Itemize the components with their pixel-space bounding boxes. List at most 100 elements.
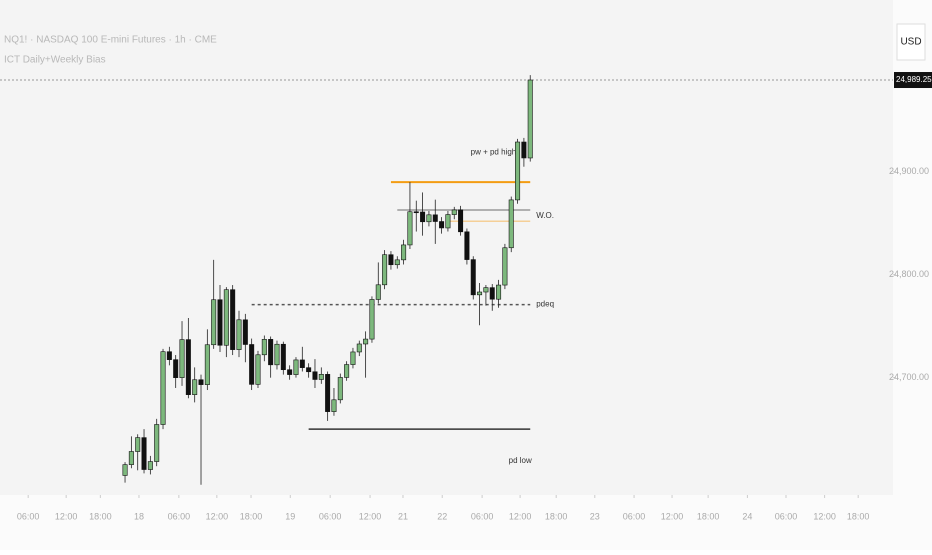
candle-body xyxy=(223,289,229,346)
candle-body xyxy=(356,343,362,353)
y-tick-label: 24,700.00 xyxy=(889,372,929,382)
candle-body xyxy=(401,244,407,261)
price-tag xyxy=(894,72,932,89)
currency[interactable]: USD xyxy=(900,37,921,48)
plot-area xyxy=(0,0,893,495)
candle-body xyxy=(198,379,204,385)
y-tick-label: 24,900.00 xyxy=(889,166,929,176)
x-tick-label: 12:00 xyxy=(509,511,532,521)
candle-body xyxy=(325,374,331,412)
x-tick-label: 06:00 xyxy=(623,511,646,521)
candle-body xyxy=(135,437,141,452)
candle-body xyxy=(154,424,160,462)
x-tick-label: 21 xyxy=(398,511,408,521)
x-tick-label: 18:00 xyxy=(545,511,568,521)
candle-body xyxy=(521,141,527,159)
chart-title: NQ1! · NASDAQ 100 E-mini Futures · 1h · … xyxy=(4,35,217,46)
x-tick-label: 19 xyxy=(285,511,295,521)
x-tick-label: 12:00 xyxy=(359,511,382,521)
candle-body xyxy=(268,339,274,366)
time-axis xyxy=(0,495,893,550)
candle-body xyxy=(217,299,223,346)
candle-body xyxy=(502,247,508,286)
x-tick-label: 12:00 xyxy=(206,511,229,521)
candle-body xyxy=(527,79,533,159)
y-tick-label: 24,800.00 xyxy=(889,269,929,279)
candle-body xyxy=(122,464,128,476)
candle-body xyxy=(255,354,261,385)
candle-body xyxy=(166,351,172,360)
candle-body xyxy=(306,367,312,373)
candle-body xyxy=(426,214,432,223)
candle-body xyxy=(249,344,255,385)
x-tick-label: 12:00 xyxy=(661,511,684,521)
candle-body xyxy=(185,339,191,395)
level-label: W.O. xyxy=(536,211,554,220)
candle-body xyxy=(515,141,521,201)
level-label: pd low xyxy=(509,456,532,465)
candle-body xyxy=(382,254,388,286)
candle-body xyxy=(464,231,470,260)
candle-body xyxy=(287,369,293,375)
candle-body xyxy=(344,364,350,378)
candle-body xyxy=(318,374,324,380)
candle-body xyxy=(141,437,147,470)
price-axis xyxy=(893,0,932,550)
candle-body xyxy=(204,344,210,385)
x-tick-label: 18:00 xyxy=(697,511,720,521)
candle-body xyxy=(280,343,286,371)
x-tick-label: 22 xyxy=(437,511,447,521)
candle-body xyxy=(369,299,375,340)
candle-body xyxy=(274,343,280,366)
candle-body xyxy=(261,339,267,356)
x-tick-label: 12:00 xyxy=(813,511,836,521)
candle-body xyxy=(439,221,445,229)
candle-body xyxy=(407,211,413,246)
candle-body xyxy=(160,351,166,425)
currency-box[interactable] xyxy=(896,23,926,61)
candle-body xyxy=(489,287,495,300)
x-tick-label: 23 xyxy=(590,511,600,521)
candle-body xyxy=(375,284,381,300)
x-tick-label: 06:00 xyxy=(17,511,40,521)
candle-body xyxy=(192,379,198,395)
candle-body xyxy=(331,399,337,412)
indicator-name: ICT Daily+Weekly Bias xyxy=(4,55,106,66)
candle-body xyxy=(477,291,483,296)
candle-body xyxy=(299,359,305,368)
candle-body xyxy=(496,284,502,300)
candle-body xyxy=(337,377,343,401)
x-tick-label: 18:00 xyxy=(89,511,112,521)
candle-body xyxy=(350,351,356,365)
candle-body xyxy=(470,259,476,296)
candle-body xyxy=(236,319,242,350)
candle-body xyxy=(508,199,514,249)
x-tick-label: 24 xyxy=(742,511,752,521)
x-tick-label: 06:00 xyxy=(319,511,342,521)
candle-body xyxy=(388,254,394,266)
candle-body xyxy=(394,259,400,266)
price-tag-label: 24,989.25 xyxy=(896,75,932,84)
x-tick-label: 06:00 xyxy=(471,511,494,521)
candle-body xyxy=(445,214,451,229)
candle-body xyxy=(363,338,369,345)
candle-body xyxy=(432,214,438,222)
candle-body xyxy=(179,339,185,378)
candle-body xyxy=(413,211,419,214)
x-tick-label: 18:00 xyxy=(847,511,870,521)
candle-body xyxy=(312,371,318,380)
candle-body xyxy=(420,211,426,223)
level-label: pw + pd high xyxy=(471,147,517,156)
x-tick-label: 18 xyxy=(134,511,144,521)
candle-body xyxy=(173,359,179,378)
candle-body xyxy=(147,461,153,470)
candle-body xyxy=(293,359,299,375)
candle-body xyxy=(458,209,464,233)
x-tick-label: 06:00 xyxy=(775,511,798,521)
x-tick-label: 06:00 xyxy=(168,511,191,521)
x-tick-label: 12:00 xyxy=(55,511,78,521)
candle-body xyxy=(242,319,248,345)
level-label: pdeq xyxy=(536,300,554,309)
